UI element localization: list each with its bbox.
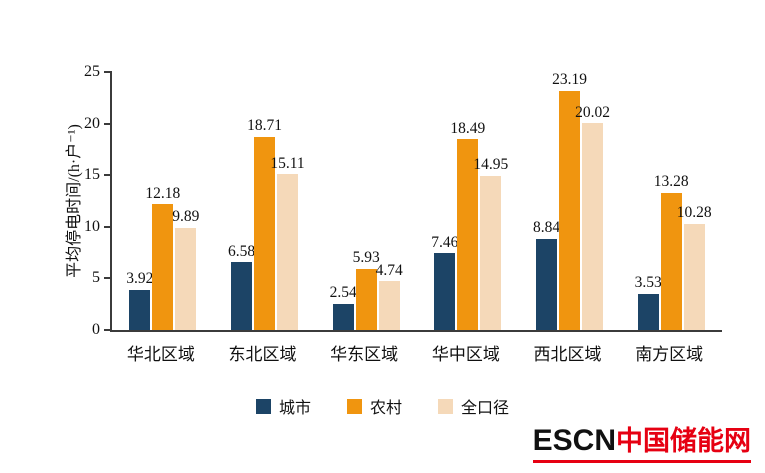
legend-label: 城市 <box>278 400 311 417</box>
bar-value-label: 3.92 <box>126 270 154 288</box>
bar-value-label: 2.54 <box>329 284 357 302</box>
bar-series-0: 6.58 <box>228 244 255 330</box>
bar-series-0: 3.53 <box>635 275 662 330</box>
plot-area: 0 5 10 15 20 25 3.92 12.18 9.89 6.58 18.71 15.11 2.5… <box>84 64 722 338</box>
x-category-label: 华东区域 <box>330 345 399 364</box>
y-tick <box>104 277 112 280</box>
bar-value-label: 10.28 <box>676 204 712 222</box>
y-tick-label: 0 <box>92 321 100 338</box>
bar-value-label: 7.46 <box>431 233 459 251</box>
bar-value-label: 4.74 <box>375 261 403 279</box>
bar-value-label: 14.95 <box>473 156 509 174</box>
bar-value-label: 18.49 <box>450 119 486 137</box>
legend-swatch <box>346 398 362 414</box>
x-category-label: 华中区域 <box>431 345 500 364</box>
bar-groups: 3.92 12.18 9.89 6.58 18.71 15.11 2.54 5.93 4.74 7… <box>112 72 722 330</box>
bar-series-0: 8.84 <box>533 220 560 330</box>
legend-item: 全口径 <box>438 394 509 418</box>
y-tick-label: 5 <box>92 269 100 287</box>
bar-series-0: 7.46 <box>431 235 458 330</box>
y-tick <box>104 329 112 331</box>
bar-series-1: 12.18 <box>145 186 180 330</box>
legend-label: 农村 <box>369 400 402 417</box>
bar-group: 3.92 12.18 9.89 <box>112 72 214 330</box>
bar-series-0: 2.54 <box>330 285 357 330</box>
bar-series-2: 9.89 <box>172 209 199 330</box>
bar-value-label: 12.18 <box>145 184 181 202</box>
escn-logo-text: ESCN <box>532 424 616 457</box>
y-tick-label: 15 <box>84 166 100 184</box>
bar-series-1: 5.93 <box>353 250 380 330</box>
bar-value-label: 3.53 <box>634 274 662 292</box>
x-category-label: 南方区域 <box>635 345 704 364</box>
y-tick <box>104 225 112 228</box>
legend-label: 全口径 <box>461 400 510 417</box>
bar-series-1: 18.71 <box>247 118 282 330</box>
bar-series-2: 4.74 <box>376 263 403 330</box>
legend-swatch <box>438 398 453 414</box>
legend: 城市 农村 全口径 <box>0 394 765 418</box>
y-tick <box>104 174 112 177</box>
site-name-text: 中国储能网 <box>616 426 751 456</box>
bar-value-label: 18.71 <box>247 117 282 135</box>
bar-series-2: 15.11 <box>270 156 305 330</box>
bar-value-label: 20.02 <box>575 103 610 121</box>
x-category-label: 西北区域 <box>533 345 602 364</box>
y-tick <box>104 71 112 73</box>
bar-value-label: 9.89 <box>172 208 200 226</box>
y-tick <box>104 122 112 125</box>
legend-item: 城市 <box>255 394 311 418</box>
y-axis-title: 平均停电时间/(h·户⁻¹) <box>66 124 83 278</box>
bar-series-0: 3.92 <box>126 271 153 330</box>
legend-swatch <box>255 398 271 414</box>
bar-value-label: 8.84 <box>532 219 561 237</box>
bar-value-label: 5.93 <box>352 249 380 267</box>
bar-series-1: 13.28 <box>654 174 689 330</box>
y-tick-label: 10 <box>84 217 100 235</box>
x-category-label: 华北区域 <box>126 345 195 364</box>
y-tick-label: 25 <box>84 63 100 80</box>
bar-series-1: 23.19 <box>552 72 587 330</box>
bar-value-label: 15.11 <box>270 154 305 172</box>
bar-group: 3.53 13.28 10.28 <box>620 72 722 330</box>
bar-series-2: 10.28 <box>677 205 712 330</box>
bar-series-2: 14.95 <box>473 157 508 330</box>
legend-item: 农村 <box>346 394 402 418</box>
bar-group: 6.58 18.71 15.11 <box>214 72 316 330</box>
bar-value-label: 6.58 <box>227 242 256 260</box>
bar-value-label: 23.19 <box>552 71 587 89</box>
x-axis-labels: 华北区域 东北区域 华东区域 华中区域 西北区域 南方区域 <box>110 340 720 365</box>
bar-value-label: 13.28 <box>653 173 689 191</box>
bar-group: 7.46 18.49 14.95 <box>417 72 519 330</box>
bar-series-2: 20.02 <box>575 105 610 330</box>
bar-series-1: 18.49 <box>450 121 485 330</box>
x-category-label: 东北区域 <box>228 345 297 364</box>
y-tick-label: 20 <box>84 114 100 132</box>
bar-group: 2.54 5.93 4.74 <box>315 72 417 330</box>
escn-logo: ESCN中国储能网 <box>532 419 751 463</box>
bar-group: 8.84 23.19 20.02 <box>519 72 621 330</box>
